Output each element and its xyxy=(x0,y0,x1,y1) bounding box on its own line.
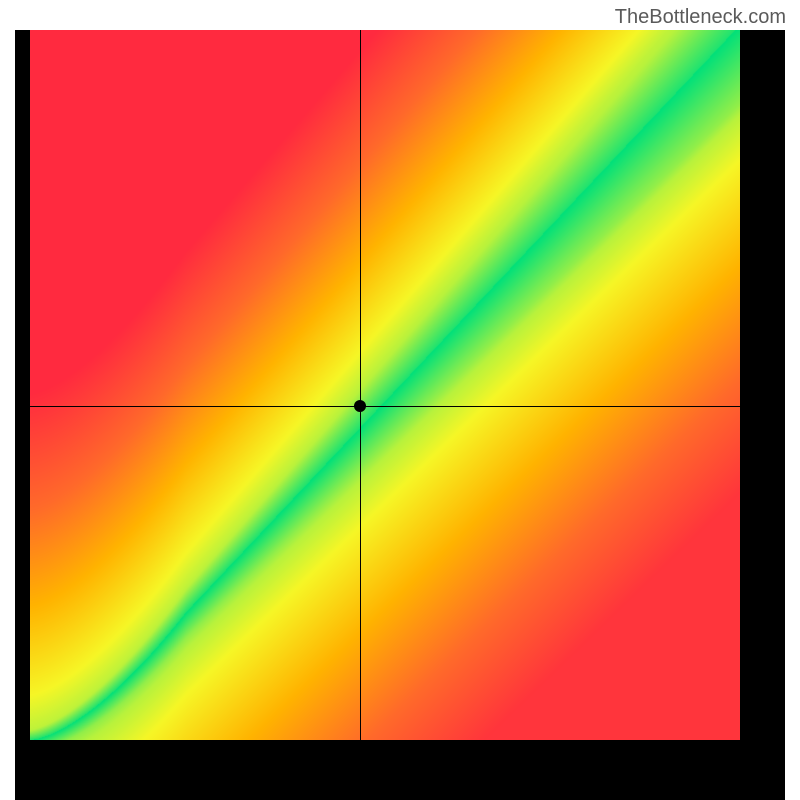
heatmap-canvas xyxy=(30,30,740,740)
crosshair-vertical xyxy=(360,30,361,740)
data-marker xyxy=(354,400,366,412)
crosshair-horizontal xyxy=(30,406,740,407)
chart-container: TheBottleneck.com xyxy=(0,0,800,800)
attribution-label: TheBottleneck.com xyxy=(615,6,786,29)
